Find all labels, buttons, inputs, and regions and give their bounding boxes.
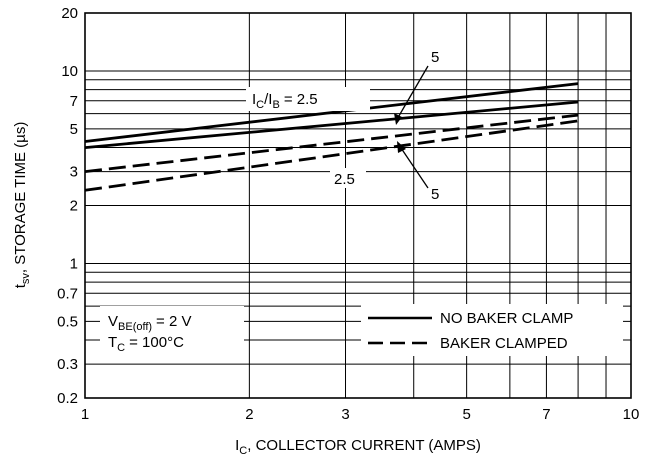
legend-dashed-label: BAKER CLAMPED [440, 335, 568, 352]
legend-solid-label: NO BAKER CLAMP [440, 310, 573, 327]
y-axis-title: tsv, STORAGE TIME (µs) [12, 122, 32, 289]
x-tick-label: 10 [623, 406, 640, 423]
data-series [84, 82, 579, 192]
y-tick-label: 3 [70, 164, 78, 181]
y-tick-label: 7 [70, 93, 78, 110]
x-tick-label: 7 [542, 406, 550, 423]
series-line [84, 113, 579, 173]
lower-five-leader [398, 144, 429, 189]
lower-five-label: 5 [431, 186, 439, 203]
x-tick-label: 2 [245, 406, 253, 423]
y-tick-label: 2 [70, 198, 78, 215]
x-axis-title: IC, COLLECTOR CURRENT (AMPS) [235, 437, 481, 457]
y-tick-label: 0.2 [57, 390, 78, 407]
lower-five-arrow [397, 141, 406, 153]
condition-tc: TC = 100°C [108, 334, 184, 354]
upper-five-bg [428, 46, 444, 66]
series-line [84, 119, 579, 192]
y-tick-label: 10 [61, 63, 78, 80]
y-tick-label: 0.5 [57, 313, 78, 330]
y-tick-label: 5 [70, 121, 78, 138]
ratio-label-bg [246, 87, 370, 111]
series-line [84, 100, 579, 149]
upper-five-label: 5 [431, 49, 439, 66]
lower-five-bg [428, 184, 444, 204]
tick-labels: 1 2 3 5 7 10 0.2 0.3 0.5 0.7 1 2 3 5 7 10 20 [57, 5, 639, 423]
legend-box [361, 304, 623, 356]
upper-five-leader [395, 65, 429, 122]
series-line [84, 82, 579, 143]
ratio-label: IC/IB = 2.5 [252, 91, 318, 111]
x-tick-label: 3 [341, 406, 349, 423]
condition-vbe: VBE(off) = 2 V [108, 313, 192, 333]
plot-frame [84, 12, 632, 399]
x-tick-label: 5 [462, 406, 470, 423]
x-tick-label: 1 [81, 406, 89, 423]
y-tick-label: 20 [61, 5, 78, 22]
y-tick-label: 0.3 [57, 356, 78, 373]
lower-two-five-bg [330, 168, 366, 188]
upper-five-arrow [394, 113, 402, 125]
lower-two-five-label: 2.5 [334, 171, 355, 188]
conditions-box [100, 306, 244, 352]
y-tick-label: 1 [70, 255, 78, 272]
y-tick-label: 0.7 [57, 285, 78, 302]
